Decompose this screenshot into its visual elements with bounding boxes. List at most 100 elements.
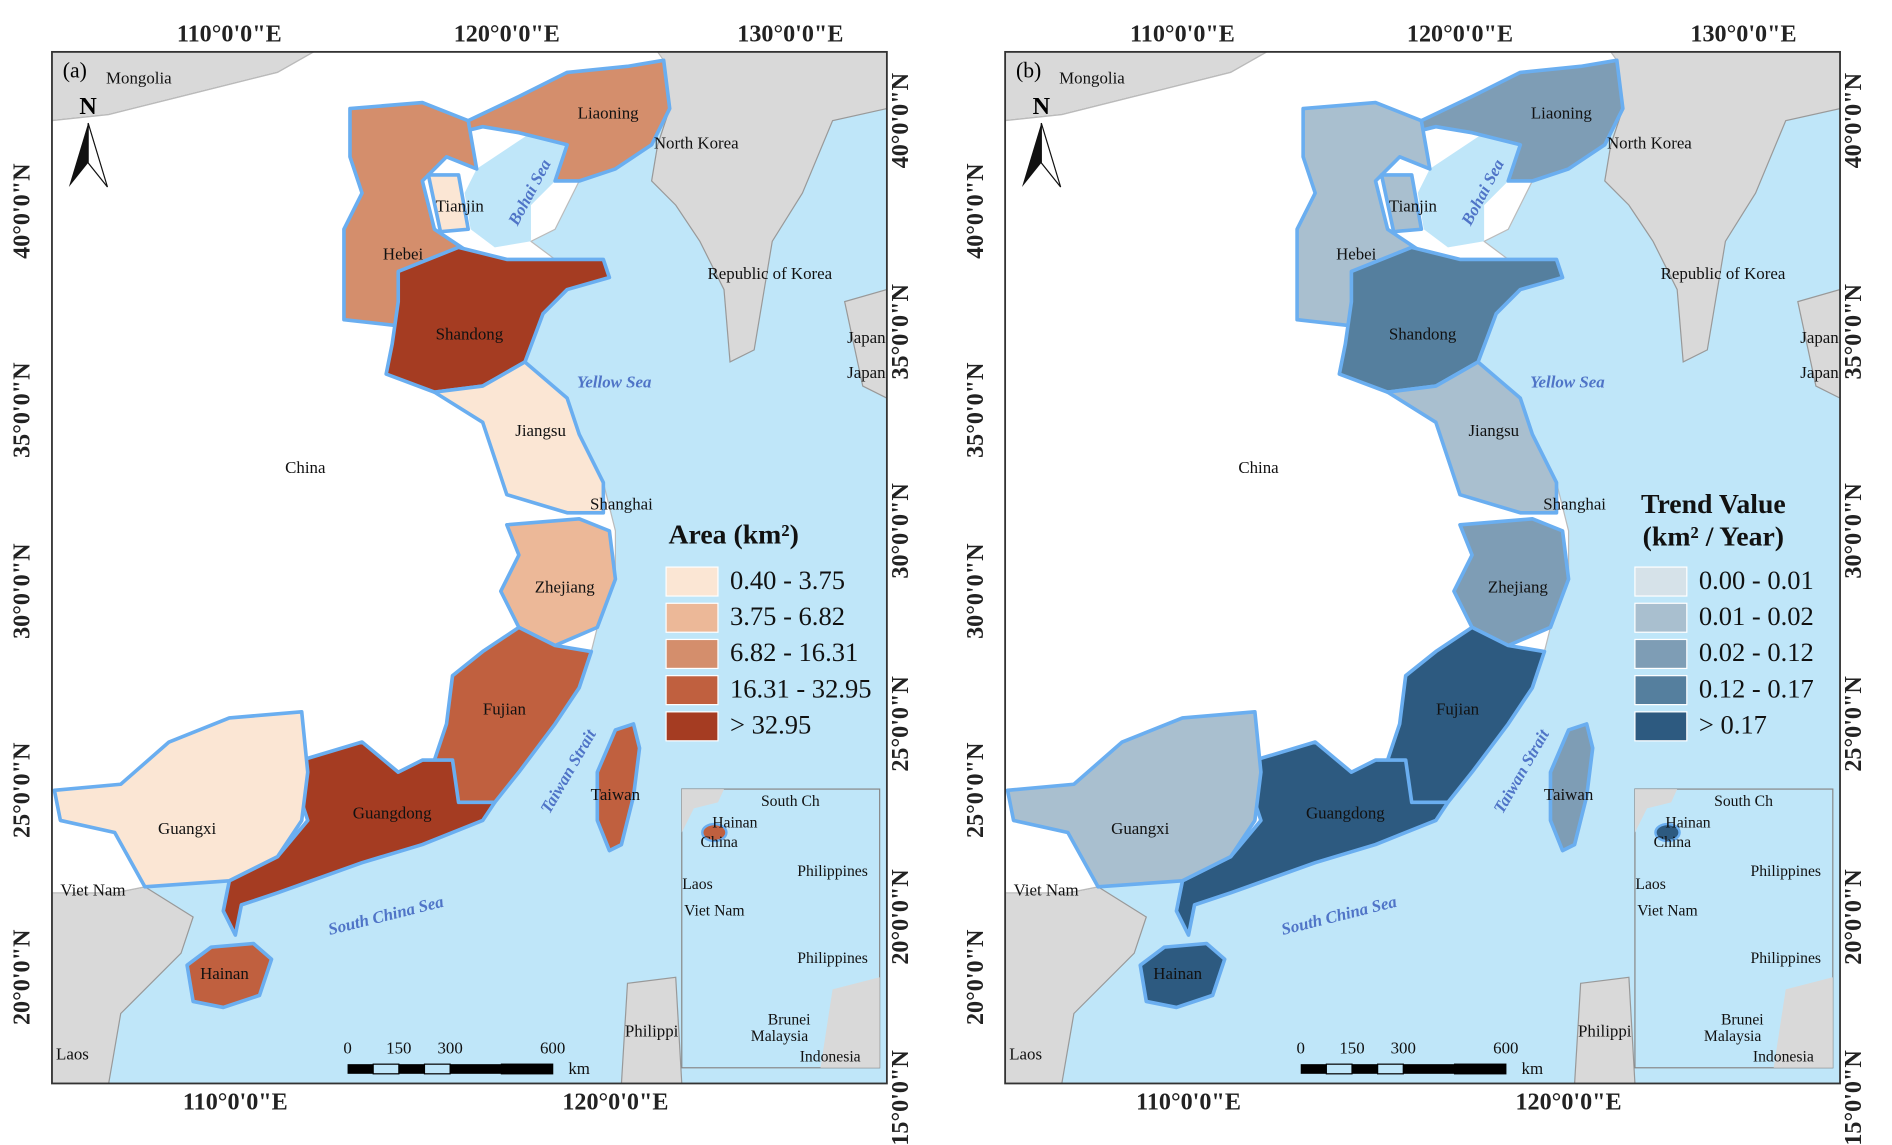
place-label: Shanghai: [590, 494, 653, 513]
panel-label: (a): [63, 58, 87, 82]
map-panel: Liaoning Hebei Tianjin Shandong Jiangsu Zheji…: [1004, 50, 1841, 1085]
province: [1409, 58, 1625, 183]
province: [1337, 245, 1565, 394]
lat-label: 25°0'0"N: [887, 676, 914, 772]
legend-label: 6.82 - 16.31: [730, 637, 858, 667]
lat-label: 40°0'0"N: [1840, 72, 1867, 168]
legend-label: > 32.95: [730, 710, 811, 740]
place-label: Republic of Korea: [1661, 264, 1786, 283]
place-label: Japan: [1800, 363, 1839, 382]
legend-swatch: [665, 638, 719, 670]
panel-label: (b): [1016, 58, 1041, 82]
inset-label: Brunei: [768, 1011, 811, 1028]
scale-tick-label: 600: [1493, 1039, 1518, 1058]
neighbor-land: [650, 51, 887, 363]
scale-segment: [1325, 1063, 1353, 1075]
scale-segment: [1403, 1064, 1455, 1074]
lat-label: 15°0'0"N: [887, 1050, 914, 1145]
province: [1379, 173, 1424, 234]
inset-label: South Ch: [1714, 793, 1773, 810]
scale-segment: [398, 1064, 425, 1074]
place-label: Philippi: [625, 1022, 679, 1041]
province-label: Fujian: [483, 700, 527, 719]
scale-segment: [1453, 1063, 1507, 1075]
legend-swatch: [665, 675, 719, 706]
legend-label: 0.02 - 0.12: [1699, 637, 1814, 667]
inset-label: Hainan: [712, 815, 757, 832]
legend-swatch: [665, 711, 719, 742]
lat-label: 40°0'0"N: [887, 72, 914, 168]
lat-label: 25°0'0"N: [9, 742, 36, 838]
scale-segment: [450, 1064, 502, 1074]
legend-swatch: [665, 602, 719, 633]
place-label: North Korea: [1607, 134, 1692, 153]
province: [1548, 722, 1595, 853]
place-label: Laos: [56, 1045, 89, 1064]
place-label: North Korea: [654, 134, 739, 153]
place-label: Mongolia: [1059, 69, 1125, 88]
lat-label: 40°0'0"N: [9, 163, 36, 259]
legend-title: Trend Value: [1641, 489, 1786, 520]
scale-segment: [1377, 1063, 1404, 1075]
map-body: Liaoning Hebei Tianjin Shandong Jiangsu Zheji…: [1005, 51, 1841, 1084]
scale-segment: [423, 1063, 451, 1075]
province-label: Guangdong: [1306, 803, 1385, 822]
province-label: Tianjin: [436, 196, 485, 215]
place-label: Japan: [847, 363, 886, 382]
bohai-sea: [1417, 132, 1521, 248]
bohai-sea: [464, 132, 568, 248]
north-label: N: [1033, 93, 1051, 120]
province: [384, 245, 612, 394]
inset-label: Indonesia: [1753, 1049, 1814, 1066]
lon-label: 110°0'0"E: [1136, 1089, 1241, 1116]
north-label: N: [79, 93, 97, 120]
legend-title: Area (km²): [668, 519, 798, 550]
lon-label: 130°0'0"E: [1690, 21, 1796, 48]
place-label: Republic of Korea: [708, 264, 833, 283]
province-label: Taiwan: [1544, 785, 1594, 804]
scale-tick-label: 0: [1297, 1039, 1305, 1058]
neighbor-land: [1573, 976, 1636, 1084]
scale-tick-label: 150: [386, 1039, 411, 1058]
inset-label: China: [1654, 834, 1691, 851]
sea-label: Yellow Sea: [1530, 373, 1605, 392]
province: [1005, 710, 1263, 889]
neighbor-land: [843, 288, 887, 399]
inset-philippines: [1773, 977, 1833, 1068]
place-label: Mongolia: [106, 69, 172, 88]
scale-tick-label: 600: [540, 1039, 565, 1058]
place-label: China: [1238, 458, 1279, 477]
scale-unit: km: [1522, 1059, 1544, 1078]
place-label: Japan: [847, 328, 886, 347]
province-label: Tianjin: [1389, 196, 1438, 215]
inset-label: Malaysia: [1704, 1028, 1761, 1045]
legend-swatch: [1634, 711, 1688, 742]
scale-segment: [1300, 1064, 1327, 1074]
province-label: Fujian: [1436, 700, 1480, 719]
legend-label: 0.40 - 3.75: [730, 565, 845, 595]
neighbor-land: [1797, 288, 1841, 399]
province-label: Hebei: [383, 245, 424, 264]
scale-tick-label: 300: [1391, 1039, 1416, 1058]
province-label: Liaoning: [578, 103, 639, 122]
lat-label: 25°0'0"N: [1840, 676, 1867, 772]
lon-label: 110°0'0"E: [183, 1089, 288, 1116]
inset-hainan: [1654, 822, 1681, 843]
province: [1385, 360, 1559, 515]
legend-swatch: [1634, 675, 1688, 706]
province-label: Jiangsu: [515, 421, 566, 440]
province-label: Shandong: [1389, 324, 1457, 343]
lat-label: 15°0'0"N: [1840, 1050, 1867, 1145]
inset-label: Philippines: [1750, 950, 1821, 967]
inset-label: Philippines: [797, 863, 868, 880]
legend-label: 16.31 - 32.95: [730, 673, 871, 703]
province-label: Guangdong: [353, 803, 432, 822]
province-label: Zhejiang: [535, 578, 596, 597]
province-label: Hainan: [200, 964, 249, 983]
inset-land: [1634, 789, 1678, 833]
legend-swatch: [1634, 566, 1688, 597]
map-frame: [51, 50, 888, 1085]
lon-label: 110°0'0"E: [177, 21, 282, 48]
province-label: Guangxi: [158, 819, 216, 838]
lat-label: 40°0'0"N: [962, 163, 989, 259]
